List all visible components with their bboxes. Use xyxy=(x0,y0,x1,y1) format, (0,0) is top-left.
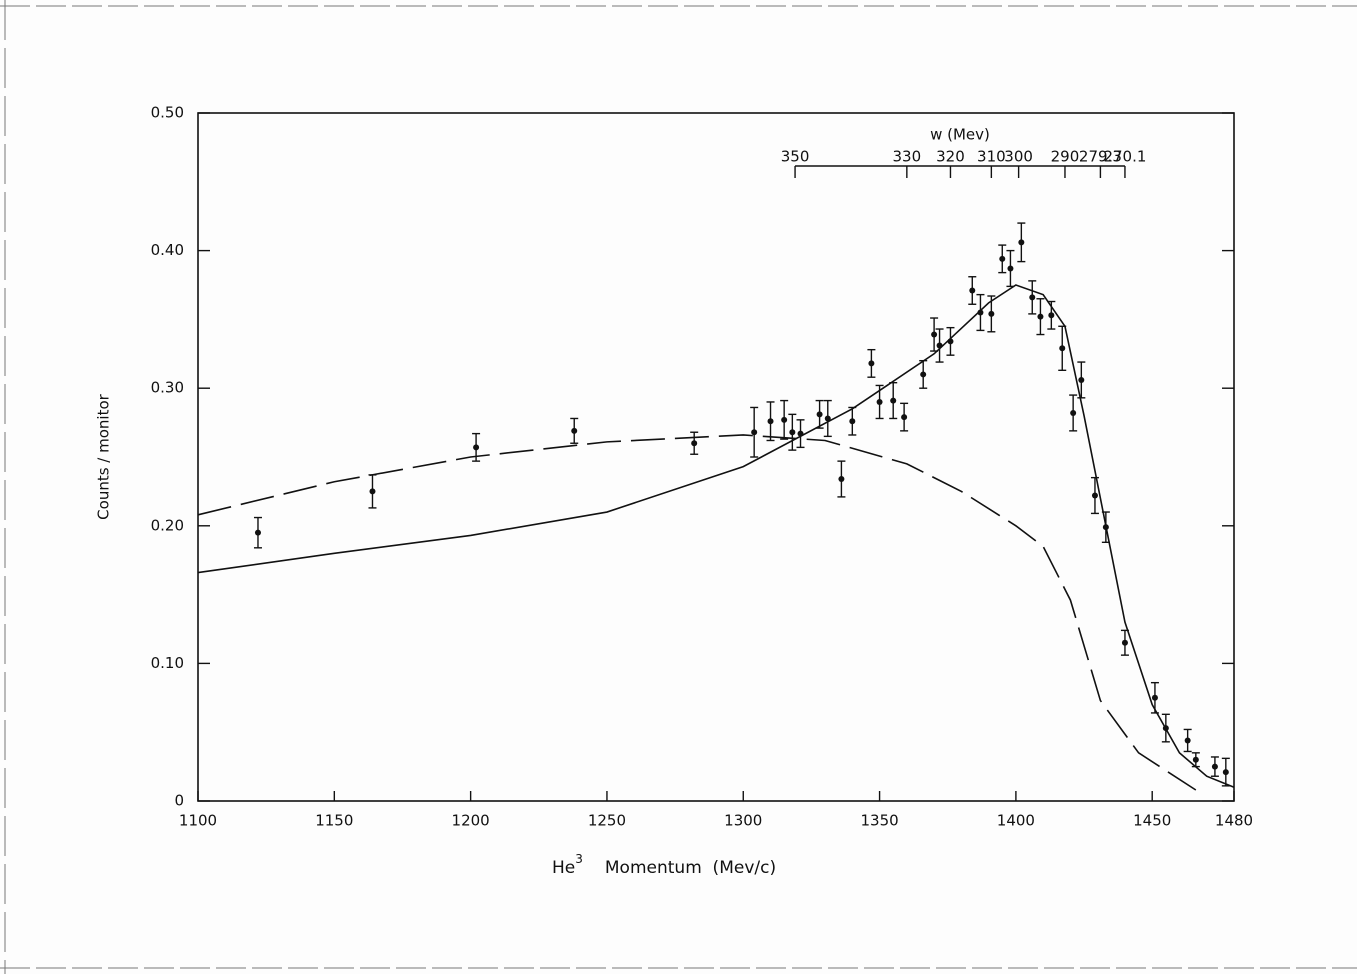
data-point xyxy=(1007,265,1014,272)
data-point xyxy=(931,331,938,338)
y-tick-label: 0.10 xyxy=(151,654,184,672)
data-point xyxy=(1184,737,1191,744)
data-point xyxy=(1102,524,1109,531)
y-tick-label: 0.20 xyxy=(151,516,184,534)
data-point xyxy=(999,255,1006,262)
data-point xyxy=(571,427,578,434)
y-axis-label: Counts / monitor xyxy=(95,393,113,519)
secondary-axis-label: w (Mev) xyxy=(930,126,990,144)
x-axis-label: He3 Momentum (Mev/c) xyxy=(552,852,776,879)
plot-frame xyxy=(197,112,1235,802)
data-point xyxy=(1037,313,1044,320)
data-point xyxy=(816,411,823,418)
x-label-rest: Momentum (Mev/c) xyxy=(605,858,776,878)
data-point xyxy=(936,342,943,349)
secondary-tick-label: 300 xyxy=(1004,148,1033,166)
data-point xyxy=(977,309,984,316)
data-point xyxy=(254,529,261,536)
data-point xyxy=(1029,294,1036,301)
data-point xyxy=(1018,239,1025,246)
x-tick-label: 1450 xyxy=(1133,812,1171,830)
x-label-sup: 3 xyxy=(575,852,583,866)
x-label-base: He xyxy=(552,858,575,878)
data-point xyxy=(988,310,995,317)
secondary-tick-label: 279.3 xyxy=(1079,148,1122,166)
data-point xyxy=(1091,492,1098,499)
y-tick-label: 0 xyxy=(174,792,184,810)
secondary-tick-label: 320 xyxy=(936,148,965,166)
y-tick-label: 0.40 xyxy=(151,241,184,259)
data-point xyxy=(767,418,774,425)
data-point xyxy=(1151,694,1158,701)
secondary-tick-label: 290 xyxy=(1051,148,1080,166)
x-tick-label: 1200 xyxy=(452,812,490,830)
x-tick-label: 1350 xyxy=(860,812,898,830)
data-point xyxy=(876,398,883,405)
x-tick-label: 1480 xyxy=(1215,812,1253,830)
x-tick-label: 1100 xyxy=(179,812,217,830)
data-point xyxy=(473,444,480,451)
secondary-tick-label: 310 xyxy=(977,148,1006,166)
data-point xyxy=(947,338,954,345)
y-tick-label: 0.50 xyxy=(151,104,184,122)
secondary-tick-label: 330 xyxy=(893,148,922,166)
data-point xyxy=(1070,409,1077,416)
data-point xyxy=(969,287,976,294)
data-point xyxy=(1121,639,1128,646)
data-point xyxy=(1078,376,1085,383)
data-point xyxy=(1059,345,1066,352)
y-tick-label: 0.30 xyxy=(151,379,184,397)
data-point xyxy=(797,430,804,437)
x-tick-label: 1300 xyxy=(724,812,762,830)
data-point xyxy=(781,416,788,423)
data-point xyxy=(868,360,875,367)
data-point xyxy=(1192,756,1199,763)
data-point xyxy=(824,415,831,422)
data-point xyxy=(691,440,698,447)
secondary-tick-label: 270.1 xyxy=(1103,148,1146,166)
data-point xyxy=(1048,312,1055,319)
x-tick-label: 1250 xyxy=(588,812,626,830)
x-tick-label: 1150 xyxy=(315,812,353,830)
data-point xyxy=(369,488,376,495)
data-point xyxy=(1211,763,1218,770)
fit-curve xyxy=(197,434,1197,791)
secondary-tick-label: 350 xyxy=(781,148,810,166)
data-point xyxy=(1162,725,1169,732)
data-point xyxy=(901,414,908,421)
data-point xyxy=(838,476,845,483)
x-tick-label: 1400 xyxy=(997,812,1035,830)
data-point xyxy=(751,429,758,436)
data-point xyxy=(1222,769,1229,776)
data-point xyxy=(890,397,897,404)
data-point xyxy=(789,429,796,436)
data-point xyxy=(920,371,927,378)
data-point xyxy=(849,418,856,425)
